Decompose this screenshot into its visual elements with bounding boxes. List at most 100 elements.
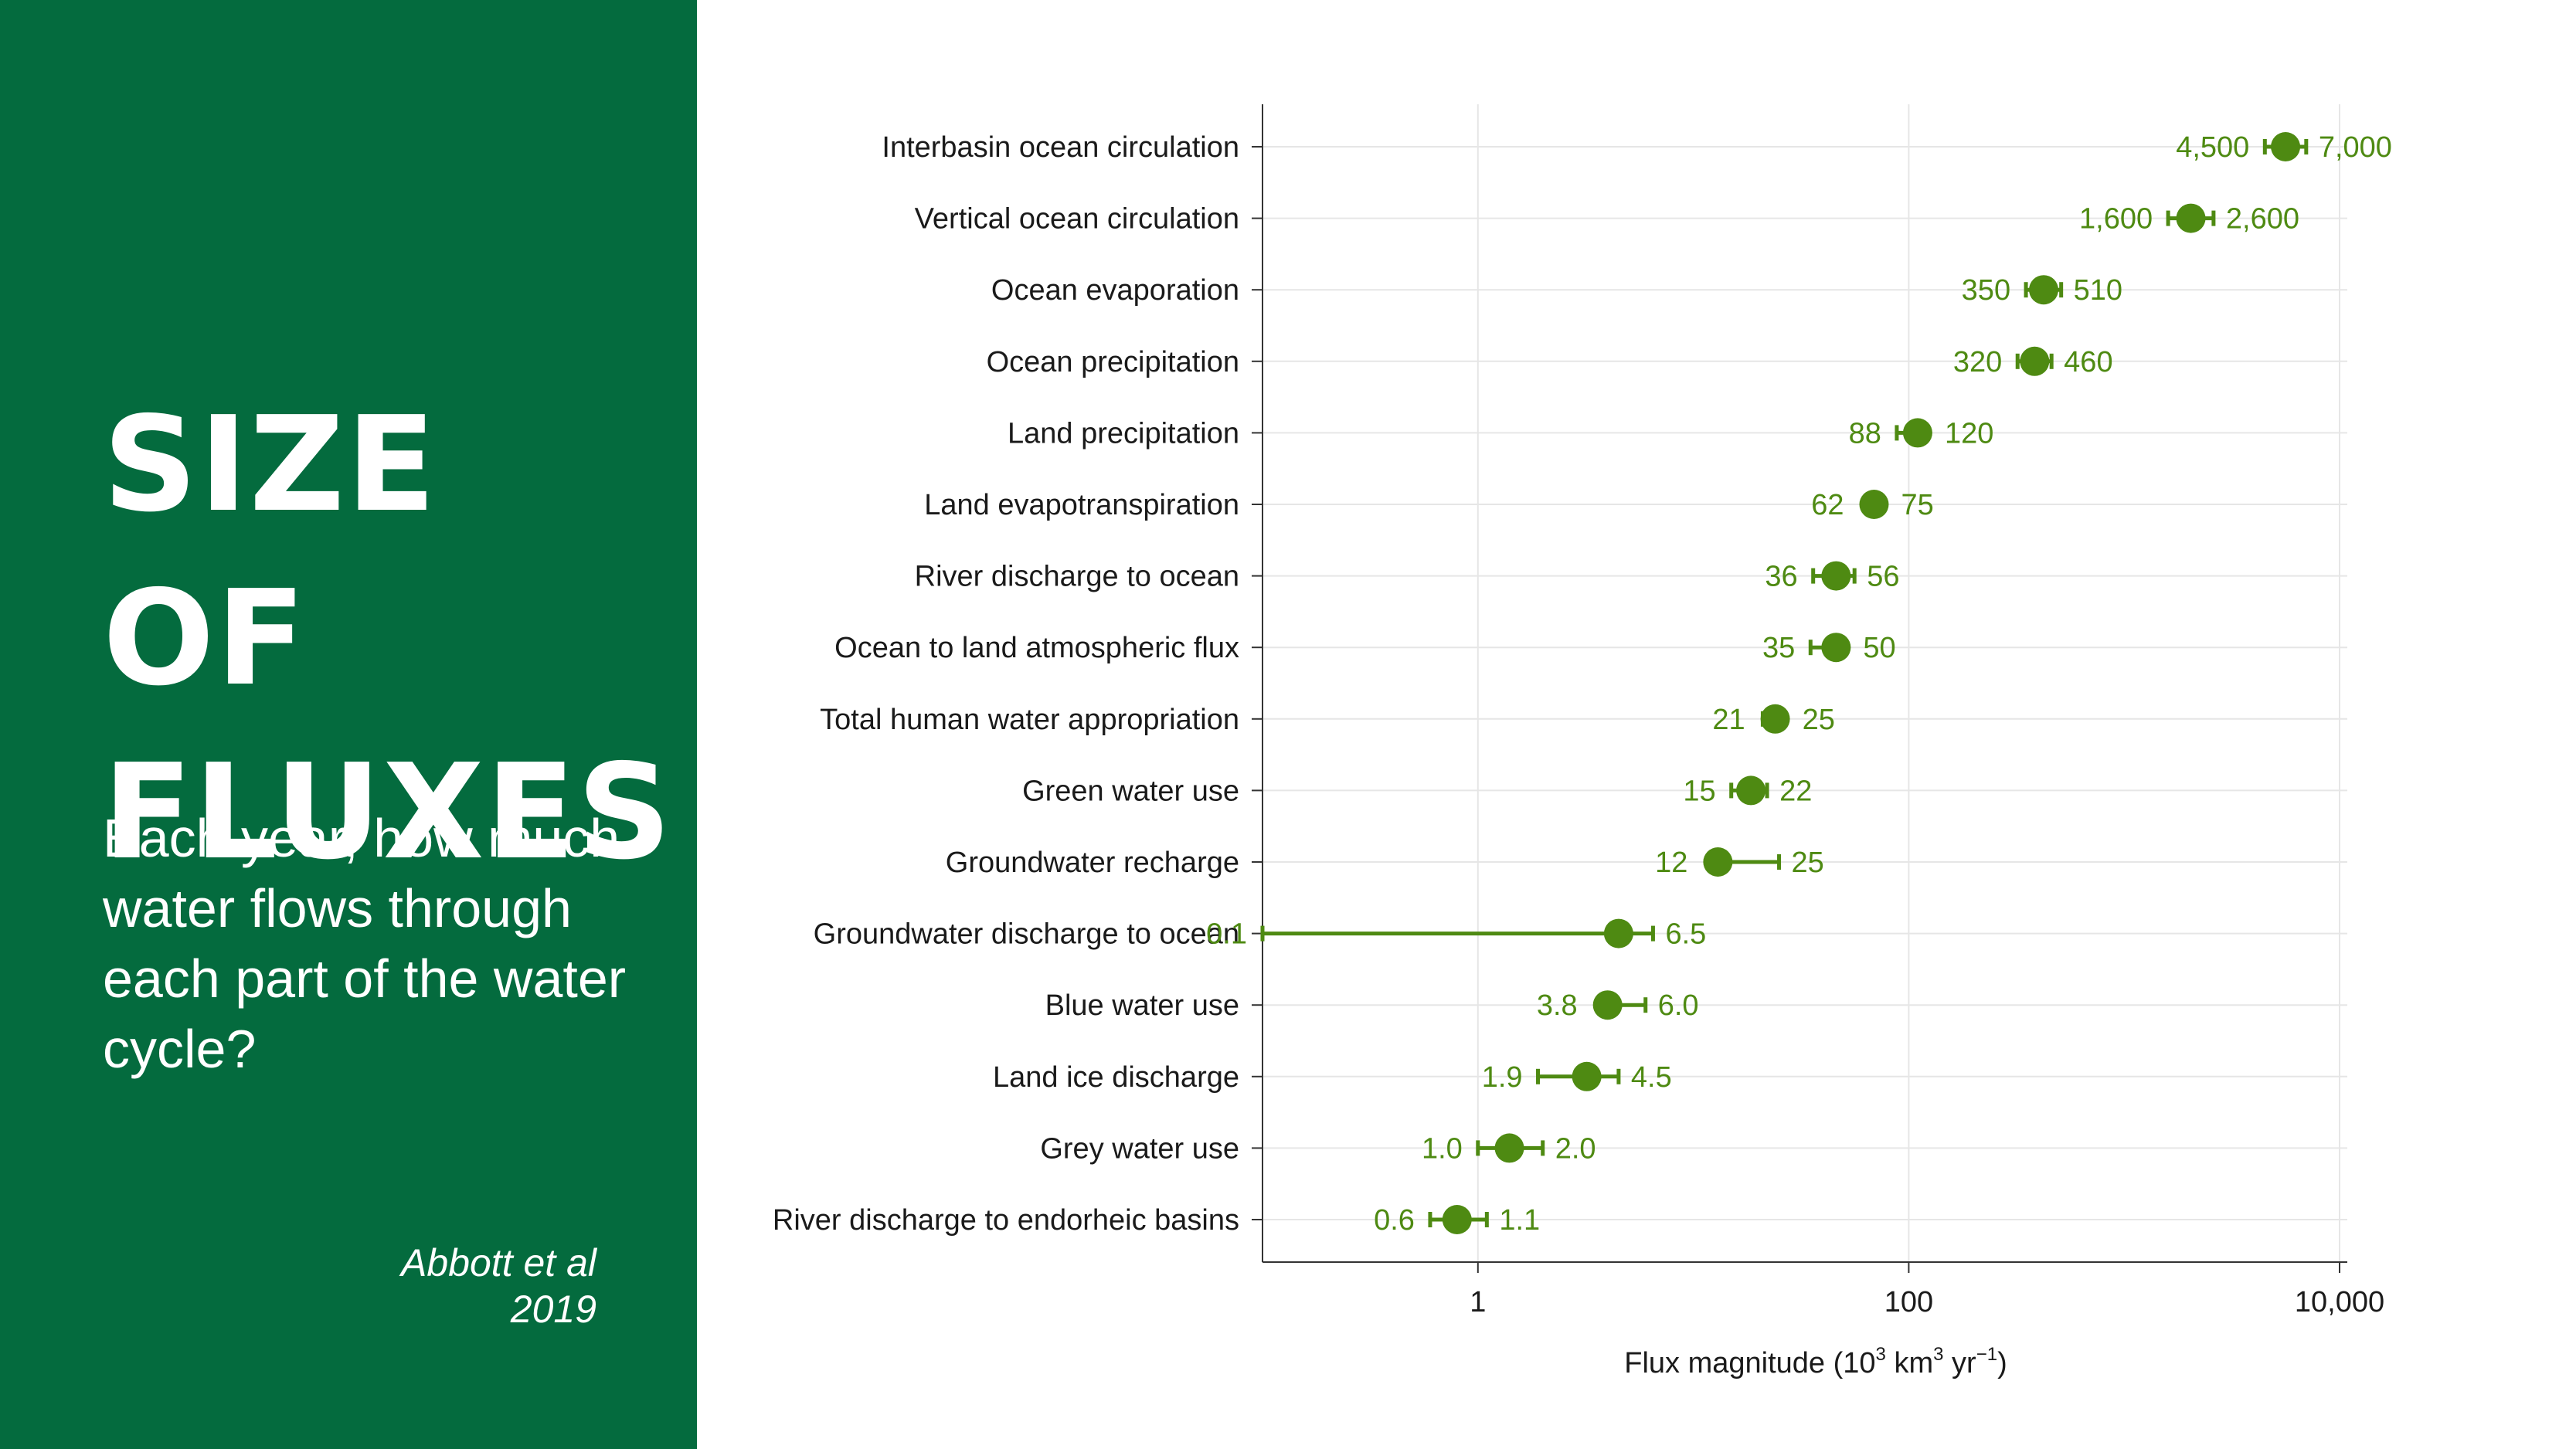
high-value-label: 7,000 <box>2319 131 2392 164</box>
category-label: Vertical ocean circulation <box>915 203 1239 236</box>
slide-title: SIZE OF FLUXES <box>103 378 675 900</box>
category-label: Ocean to land atmospheric flux <box>834 632 1239 664</box>
title-line-2: FLUXES <box>103 736 674 889</box>
category-label: Grey water use <box>1040 1132 1239 1165</box>
high-value-label: 22 <box>1779 775 1812 807</box>
flux-row: Blue water use 3.8 6.0 <box>1045 989 1699 1022</box>
high-value-label: 510 <box>2074 274 2122 307</box>
x-axis-title-sup1: 3 <box>1876 1344 1886 1365</box>
flux-point <box>1603 918 1633 948</box>
low-value-label: 3.8 <box>1537 989 1578 1022</box>
high-value-label: 56 <box>1867 561 1899 593</box>
category-label: Land ice discharge <box>993 1061 1239 1094</box>
high-value-label: 6.5 <box>1665 918 1706 951</box>
flux-point <box>1902 418 1932 448</box>
x-axis-title-end: ) <box>1997 1347 2007 1379</box>
category-label: Interbasin ocean circulation <box>882 131 1239 164</box>
citation: Abbott et al 2019 <box>401 1241 596 1331</box>
category-label: Ocean precipitation <box>987 346 1239 378</box>
mark-layer: Interbasin ocean circulation 4,500 7,000 Ve… <box>773 131 2392 1237</box>
flux-row: Groundwater recharge 12 25 <box>946 847 1824 879</box>
grid-layer <box>1263 104 2347 1262</box>
flux-row: Green water use 15 22 <box>1022 775 1812 807</box>
flux-point <box>1821 561 1851 591</box>
x-axis-title-sup2: 3 <box>1933 1344 1943 1365</box>
x-axis-title: Flux magnitude (103 km3 yr−1) <box>1624 1344 2007 1379</box>
flux-row: River discharge to ocean 36 56 <box>915 561 1900 593</box>
flux-row: Grey water use 1.0 2.0 <box>1040 1132 1596 1165</box>
category-label: River discharge to endorheic basins <box>773 1204 1239 1237</box>
high-value-label: 460 <box>2064 346 2112 378</box>
flux-row: Interbasin ocean circulation 4,500 7,000 <box>882 131 2392 164</box>
x-tick-label: 10,000 <box>2295 1286 2384 1318</box>
flux-row: Vertical ocean circulation 1,600 2,600 <box>915 203 2299 236</box>
flux-point <box>1442 1205 1472 1234</box>
x-axis-title-yr: yr <box>1943 1347 1976 1379</box>
category-label: Blue water use <box>1045 989 1239 1022</box>
category-label: Land precipitation <box>1008 417 1239 450</box>
slide-subtitle: Each year, how much water flows through … <box>103 808 627 1079</box>
low-value-label: 15 <box>1683 775 1715 807</box>
high-value-label: 25 <box>1792 847 1824 879</box>
x-tick-label: 1 <box>1470 1286 1486 1318</box>
flux-row: Land ice discharge 1.9 4.5 <box>993 1061 1672 1094</box>
high-value-label: 25 <box>1803 704 1835 736</box>
flux-point <box>2176 203 2206 233</box>
high-value-label: 2.0 <box>1555 1132 1596 1165</box>
axis-layer: 1 100 10,000 <box>1262 104 2384 1318</box>
x-axis-title-main: Flux magnitude (10 <box>1624 1347 1875 1379</box>
flux-row: Land precipitation 88 120 <box>1008 417 1993 450</box>
low-value-label: 62 <box>1811 489 1844 521</box>
flux-point <box>1494 1133 1524 1163</box>
high-value-label: 2,600 <box>2226 203 2299 236</box>
low-value-label: 1.9 <box>1482 1061 1523 1094</box>
category-label: Groundwater recharge <box>946 847 1239 879</box>
low-value-label: 0.6 <box>1374 1204 1415 1237</box>
category-label: Ocean evaporation <box>991 274 1239 307</box>
flux-point <box>1703 847 1733 877</box>
high-value-label: 75 <box>1901 489 1933 521</box>
low-value-label: 1.0 <box>1422 1132 1463 1165</box>
sidebar-panel: SIZE OF FLUXES Each year, how much water … <box>0 0 697 1449</box>
flux-point <box>2020 346 2050 376</box>
flux-point <box>1572 1061 1602 1091</box>
low-value-label: 88 <box>1849 417 1881 450</box>
low-value-label: 35 <box>1762 632 1795 664</box>
x-axis-title-sup3: −1 <box>1976 1344 1997 1365</box>
low-value-label: 36 <box>1765 561 1797 593</box>
flux-row: Land evapotranspiration 62 75 <box>924 489 1934 521</box>
flux-point <box>2271 132 2301 161</box>
category-label: River discharge to ocean <box>915 561 1239 593</box>
low-value-label: 4,500 <box>2176 131 2249 164</box>
low-value-label: 21 <box>1712 704 1745 736</box>
category-label: Land evapotranspiration <box>924 489 1239 521</box>
low-value-label: 0.1 <box>1206 918 1247 951</box>
low-value-label: 350 <box>1962 274 2010 307</box>
flux-chart: 1 100 10,000 Interbasin ocean circulation 4… <box>773 104 2392 1379</box>
high-value-label: 4.5 <box>1631 1061 1672 1094</box>
flux-point <box>2029 275 2059 305</box>
high-value-label: 120 <box>1945 417 1993 450</box>
low-value-label: 1,600 <box>2079 203 2153 236</box>
flux-point <box>1592 990 1623 1020</box>
flux-row: Total human water appropriation 21 25 <box>820 704 1835 736</box>
flux-row: Ocean to land atmospheric flux 35 50 <box>834 632 1896 664</box>
flux-point <box>1821 633 1851 663</box>
category-label: Total human water appropriation <box>820 704 1239 736</box>
flux-point <box>1760 704 1790 734</box>
flux-row: Ocean precipitation 320 460 <box>987 346 2113 378</box>
title-line-1: SIZE OF <box>103 389 438 715</box>
low-value-label: 320 <box>1953 346 2002 378</box>
flux-row: River discharge to endorheic basins 0.6 1.… <box>773 1204 1540 1237</box>
flux-point <box>1859 490 1889 519</box>
high-value-label: 50 <box>1863 632 1895 664</box>
flux-row: Ocean evaporation 350 510 <box>991 274 2122 307</box>
category-label: Green water use <box>1022 775 1239 807</box>
x-tick-label: 100 <box>1884 1286 1933 1318</box>
x-axis-title-km: km <box>1886 1347 1933 1379</box>
flux-point <box>1736 775 1766 806</box>
high-value-label: 1.1 <box>1499 1204 1540 1237</box>
high-value-label: 6.0 <box>1658 989 1699 1022</box>
category-label: Groundwater discharge to ocean <box>814 918 1239 951</box>
